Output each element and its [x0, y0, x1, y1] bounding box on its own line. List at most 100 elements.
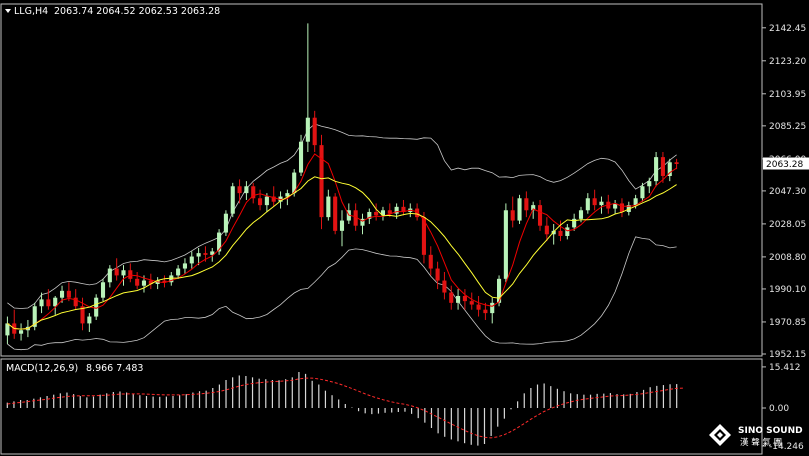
- candle-body: [387, 210, 392, 214]
- candle-body: [66, 290, 71, 298]
- candle-body: [565, 227, 570, 236]
- candle: [114, 258, 119, 281]
- price-tick-label: 2123.20: [769, 57, 806, 67]
- candle-body: [633, 198, 638, 206]
- candle-body: [285, 193, 290, 197]
- candle: [346, 203, 351, 224]
- candle-body: [394, 206, 399, 214]
- candle: [456, 289, 461, 310]
- triangle-down-icon[interactable]: [5, 9, 11, 13]
- candle: [196, 247, 201, 266]
- candle-body: [87, 316, 92, 324]
- candle: [258, 189, 263, 211]
- candle: [237, 179, 242, 204]
- candle-body: [189, 256, 194, 264]
- candle-body: [551, 230, 556, 235]
- candle: [674, 158, 679, 170]
- candle: [162, 275, 167, 288]
- candle-body: [5, 323, 10, 336]
- candle: [100, 278, 106, 302]
- candle: [660, 151, 665, 183]
- candle: [135, 271, 140, 290]
- bollinger-lower-line: [7, 236, 677, 351]
- candle: [46, 289, 51, 310]
- price-tick-label: 2047.30: [769, 187, 806, 197]
- candle: [626, 201, 631, 216]
- price-tick-label: 2008.80: [769, 253, 806, 263]
- candle: [176, 265, 181, 279]
- candle-body: [435, 268, 440, 281]
- candle: [517, 194, 522, 224]
- watermark-chinese: 漢 聲 氣 團: [740, 437, 782, 448]
- candle-body: [667, 162, 672, 176]
- macd-tick-label: 0.00: [769, 404, 789, 414]
- candle: [462, 289, 467, 310]
- candle-body: [592, 198, 597, 206]
- candle-body: [537, 205, 543, 226]
- candle: [244, 181, 249, 200]
- candle: [503, 203, 508, 283]
- candle-body: [599, 201, 604, 206]
- candle-body: [39, 299, 44, 307]
- watermark-brand: SINO SOUND: [738, 426, 803, 436]
- candle-body: [490, 302, 495, 314]
- candle-body: [572, 218, 577, 228]
- candle: [435, 261, 440, 290]
- candle: [613, 199, 618, 214]
- candle: [490, 297, 495, 324]
- candle: [558, 220, 563, 242]
- candle: [107, 265, 112, 288]
- ma-slow-line: [7, 176, 677, 330]
- candle: [210, 247, 215, 262]
- candle-body: [517, 198, 522, 221]
- candle: [155, 277, 160, 290]
- candle-body: [203, 253, 208, 255]
- macd-values: 8.966 7.483: [86, 363, 143, 374]
- chart-frame: [0, 3, 763, 455]
- candle: [380, 206, 386, 221]
- candle-body: [114, 268, 119, 276]
- candle-body: [326, 196, 331, 218]
- candle: [251, 182, 256, 204]
- ma-fast-line: [7, 153, 677, 330]
- candle-body: [237, 186, 242, 194]
- candle: [271, 186, 276, 207]
- candle-body: [230, 186, 235, 214]
- candle-body: [251, 186, 256, 199]
- candle: [39, 292, 44, 314]
- candle-body: [271, 196, 276, 202]
- candle: [326, 189, 331, 221]
- price-tick-label: 1990.10: [769, 285, 806, 295]
- candle-body: [654, 157, 659, 182]
- candle-body: [94, 297, 99, 317]
- candle: [182, 258, 187, 274]
- candle-body: [531, 205, 536, 211]
- macd-tick-label: 15.412: [769, 363, 801, 373]
- candle: [319, 134, 324, 230]
- candle-body: [73, 297, 78, 307]
- candle-body: [428, 254, 433, 269]
- ohlc-values: 2063.74 2064.52 2062.53 2063.28: [54, 6, 220, 17]
- candle-body: [462, 295, 467, 302]
- candle: [298, 134, 304, 176]
- candle: [647, 177, 652, 194]
- candle-body: [53, 297, 58, 307]
- candle-body: [619, 203, 625, 212]
- macd-signal-line: [7, 377, 684, 439]
- macd-header: MACD(12,26,9) 8.966 7.483: [6, 363, 143, 374]
- candle-body: [374, 211, 379, 216]
- candle-body: [333, 196, 338, 231]
- price-axis: 2142.452123.202103.952085.252066.002047.…: [762, 24, 806, 360]
- candle-body: [469, 301, 474, 305]
- candle: [524, 191, 529, 218]
- candle-body: [176, 268, 181, 276]
- candle-body: [544, 225, 549, 235]
- candle-body: [510, 210, 515, 221]
- candle-body: [640, 186, 645, 199]
- candle: [510, 196, 515, 228]
- current-price-tag: 2063.28: [763, 157, 809, 170]
- candle-body: [19, 330, 24, 334]
- candle-body: [660, 157, 665, 176]
- candle: [32, 302, 37, 331]
